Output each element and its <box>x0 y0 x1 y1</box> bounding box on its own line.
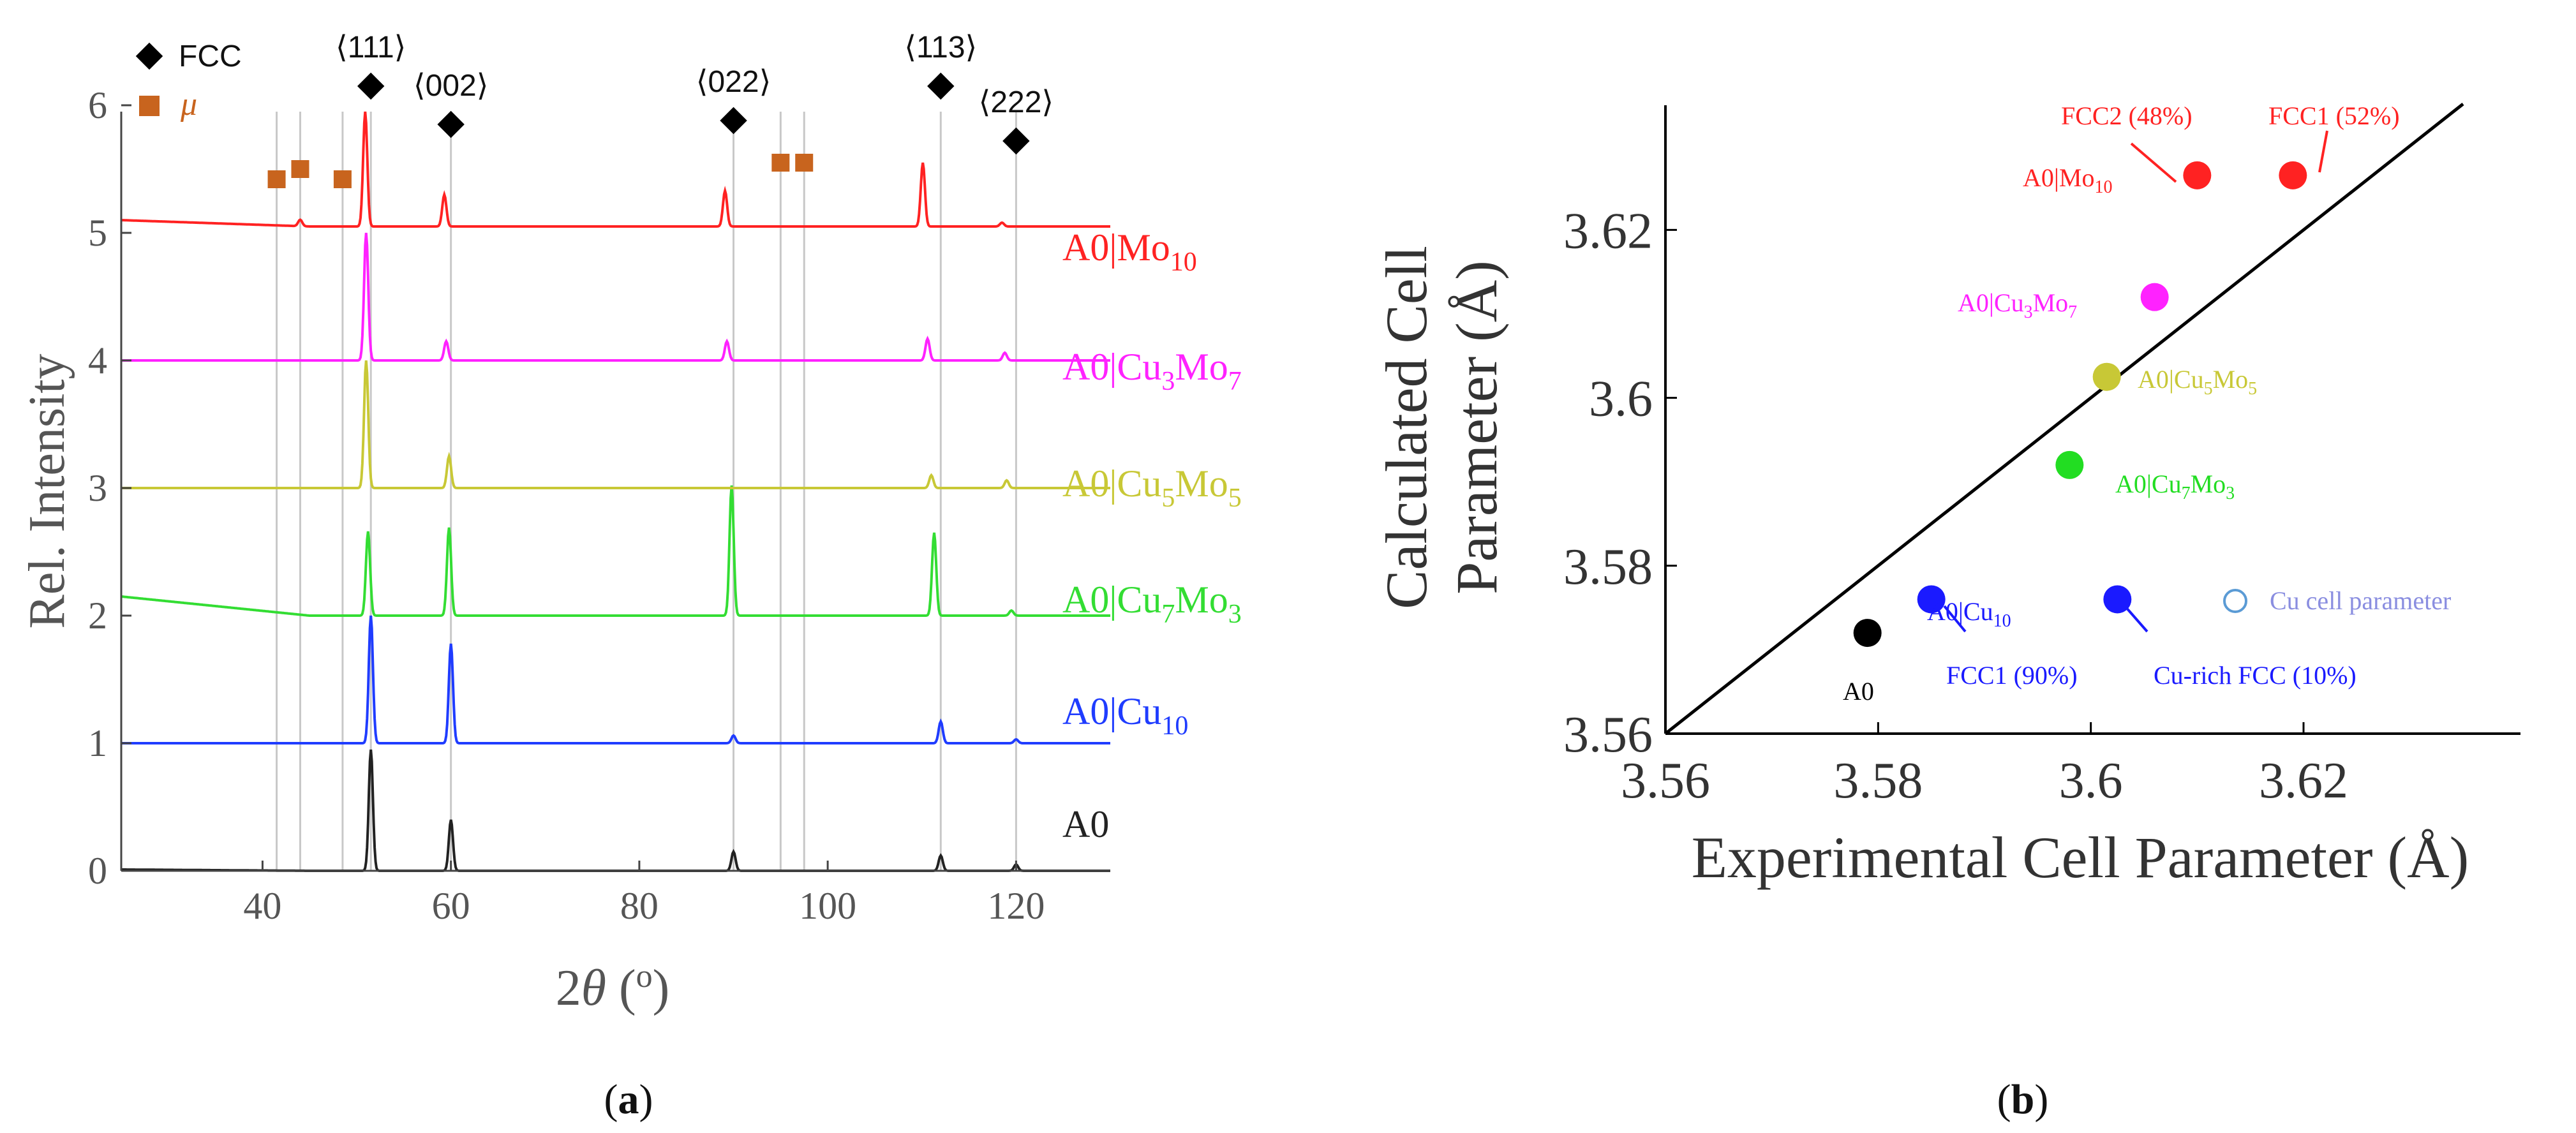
x-tick-label: 60 <box>432 885 470 927</box>
y-tick-label: 3 <box>88 467 107 509</box>
y-tick-label: 2 <box>88 595 107 637</box>
xrd-pattern-a0-cu7mo3 <box>121 485 1110 617</box>
panel-a-axes <box>120 112 1110 872</box>
fcc-peak-marker <box>1002 127 1030 155</box>
mu-peak-marker <box>771 154 790 172</box>
scatter-point-a0-cu10-fcc1 <box>1917 585 1946 614</box>
panel-b-legend: Cu cell parameter <box>2223 586 2451 615</box>
scatter-point-a0 <box>1853 619 1882 648</box>
x-tick-label: 3.56 <box>1621 753 1710 809</box>
panel-a-x-ticks: 40 60 80 100 120 <box>243 861 1045 927</box>
annotation-fcc2-48: FCC2 (48%) <box>2061 101 2193 130</box>
xrd-pattern-a0-cu10 <box>121 615 1110 744</box>
mu-peak-marker <box>267 170 286 188</box>
leader-line-cu-rich <box>2124 605 2148 633</box>
scatter-point-a0-mo10-fcc2 <box>2183 161 2212 189</box>
annotation-fcc1-90: FCC1 (90%) <box>1946 661 2078 690</box>
fcc-peak-marker <box>927 72 955 100</box>
y-tick-label: 3.58 <box>1563 539 1653 595</box>
x-tick-label: 120 <box>987 885 1045 927</box>
panel-b-y-ticks: 3.56 3.58 3.6 3.62 <box>1563 203 1677 763</box>
panel-a-caption: (a) <box>604 1076 653 1123</box>
series-label: A0|Cu3Mo7 <box>1062 346 1242 396</box>
y-tick-label: 1 <box>88 722 107 764</box>
legend-mu-label: μ <box>180 86 197 122</box>
panel-b-y-axis-label-line2: Parameter (Å) <box>1444 260 1509 595</box>
leader-lines <box>1943 130 2328 633</box>
panel-b-annotations: A0 A0|Cu10 FCC1 (90%) Cu-rich FCC (10%) … <box>1843 101 2400 706</box>
panel-a-y-ticks: 0 1 2 3 4 5 6 <box>88 84 131 892</box>
parity-line <box>1664 103 2464 735</box>
legend-cu-cell-marker <box>2223 589 2247 613</box>
series-label: A0|Mo10 <box>1062 226 1197 277</box>
fcc-peak-label: ⟨002⟩ <box>413 69 489 103</box>
panel-b-y-axis-label-line1: Calculated Cell <box>1374 246 1439 609</box>
leader-line-fcc1-90 <box>1943 605 1967 633</box>
annotation-cu7mo3: A0|Cu7Mo3 <box>2115 470 2235 503</box>
annotation-cu3mo7: A0|Cu3Mo7 <box>1958 288 2077 322</box>
legend-cu-cell-label: Cu cell parameter <box>2270 586 2451 615</box>
scatter-points <box>1853 161 2307 648</box>
series-label: A0|Cu5Mo5 <box>1062 463 1242 513</box>
annotation-mo10: A0|Mo10 <box>2023 163 2112 197</box>
fcc-peak-label: ⟨022⟩ <box>696 65 771 99</box>
leader-line-fcc1 <box>2318 130 2328 173</box>
panel-a-legend: FCC μ <box>135 40 242 122</box>
annotation-cu5mo5: A0|Cu5Mo5 <box>2138 365 2257 399</box>
x-tick-label: 3.6 <box>2059 753 2123 809</box>
series-label: A0 <box>1062 803 1109 845</box>
series-label: A0|Cu7Mo3 <box>1062 579 1242 629</box>
panel-b-scatter-chart: 3.56 3.58 3.6 3.62 3.56 3.58 3.6 3.62 A0 A0|Cu… <box>1374 101 2520 1123</box>
annotation-fcc1-52: FCC1 (52%) <box>2268 101 2400 130</box>
scatter-point-a0-cu3mo7 <box>2140 283 2169 311</box>
panel-b-x-ticks: 3.56 3.58 3.6 3.62 <box>1621 722 2348 809</box>
scatter-point-a0-mo10-fcc1 <box>2279 161 2307 189</box>
series-label: A0|Cu10 <box>1062 690 1188 741</box>
x-tick-label: 3.62 <box>2259 753 2348 809</box>
mu-peak-marker <box>291 160 309 178</box>
mu-peak-marker <box>333 170 352 188</box>
x-tick-label: 3.58 <box>1833 753 1923 809</box>
panel-a-x-axis-label: 2θ (o) <box>556 958 670 1016</box>
leader-line-fcc2 <box>2130 142 2177 183</box>
fcc-peak-marker <box>720 107 747 135</box>
y-tick-label: 3.56 <box>1563 707 1653 763</box>
series-labels: A0 A0|Cu10 A0|Cu7Mo3 A0|Cu5Mo5 A0|Cu3Mo7 A0|M… <box>1062 226 1242 845</box>
x-tick-label: 80 <box>620 885 659 927</box>
annotation-cu10: A0|Cu10 <box>1927 597 2011 631</box>
scatter-point-a0-cu7mo3 <box>2055 450 2084 479</box>
legend-fcc-marker <box>135 42 163 70</box>
xrd-pattern-a0-mo10 <box>121 111 1110 228</box>
y-tick-label: 3.6 <box>1589 371 1653 427</box>
x-tick-label: 40 <box>243 885 281 927</box>
panel-b-caption: (b) <box>1997 1076 2049 1123</box>
legend-mu-marker <box>139 96 160 116</box>
panel-a-y-axis-label: Rel. Intensity <box>19 353 75 628</box>
annotation-cu-rich: Cu-rich FCC (10%) <box>2154 661 2356 690</box>
x-tick-label: 100 <box>799 885 856 927</box>
scatter-point-a0-cu10-cu-rich-fcc <box>2103 585 2132 614</box>
panel-a-xrd-chart: 40 60 80 100 120 0 1 2 3 4 5 6 ⟨111⟩⟨002⟩ ⟨022⟩ ⟨113… <box>19 31 1242 1123</box>
panel-b-x-axis-label: Experimental Cell Parameter (Å) <box>1692 825 2469 890</box>
y-tick-label: 6 <box>88 84 107 126</box>
fcc-peak-label: ⟨111⟩ <box>336 31 406 64</box>
legend-fcc-label: FCC <box>179 40 242 73</box>
fcc-peak-label: ⟨222⟩ <box>979 85 1054 119</box>
mu-peak-marker <box>795 154 814 172</box>
y-tick-label: 3.62 <box>1563 203 1653 259</box>
y-tick-label: 0 <box>88 850 107 892</box>
y-tick-label: 5 <box>88 212 107 254</box>
xrd-pattern-a0-cu5mo5 <box>121 360 1110 489</box>
fcc-peak-label: ⟨113⟩ <box>904 31 977 64</box>
y-tick-label: 4 <box>88 339 107 381</box>
annotation-a0: A0 <box>1843 677 1874 706</box>
xrd-pattern-a0-cu3mo7 <box>121 232 1110 362</box>
scatter-point-a0-cu5mo5 <box>2092 362 2121 391</box>
